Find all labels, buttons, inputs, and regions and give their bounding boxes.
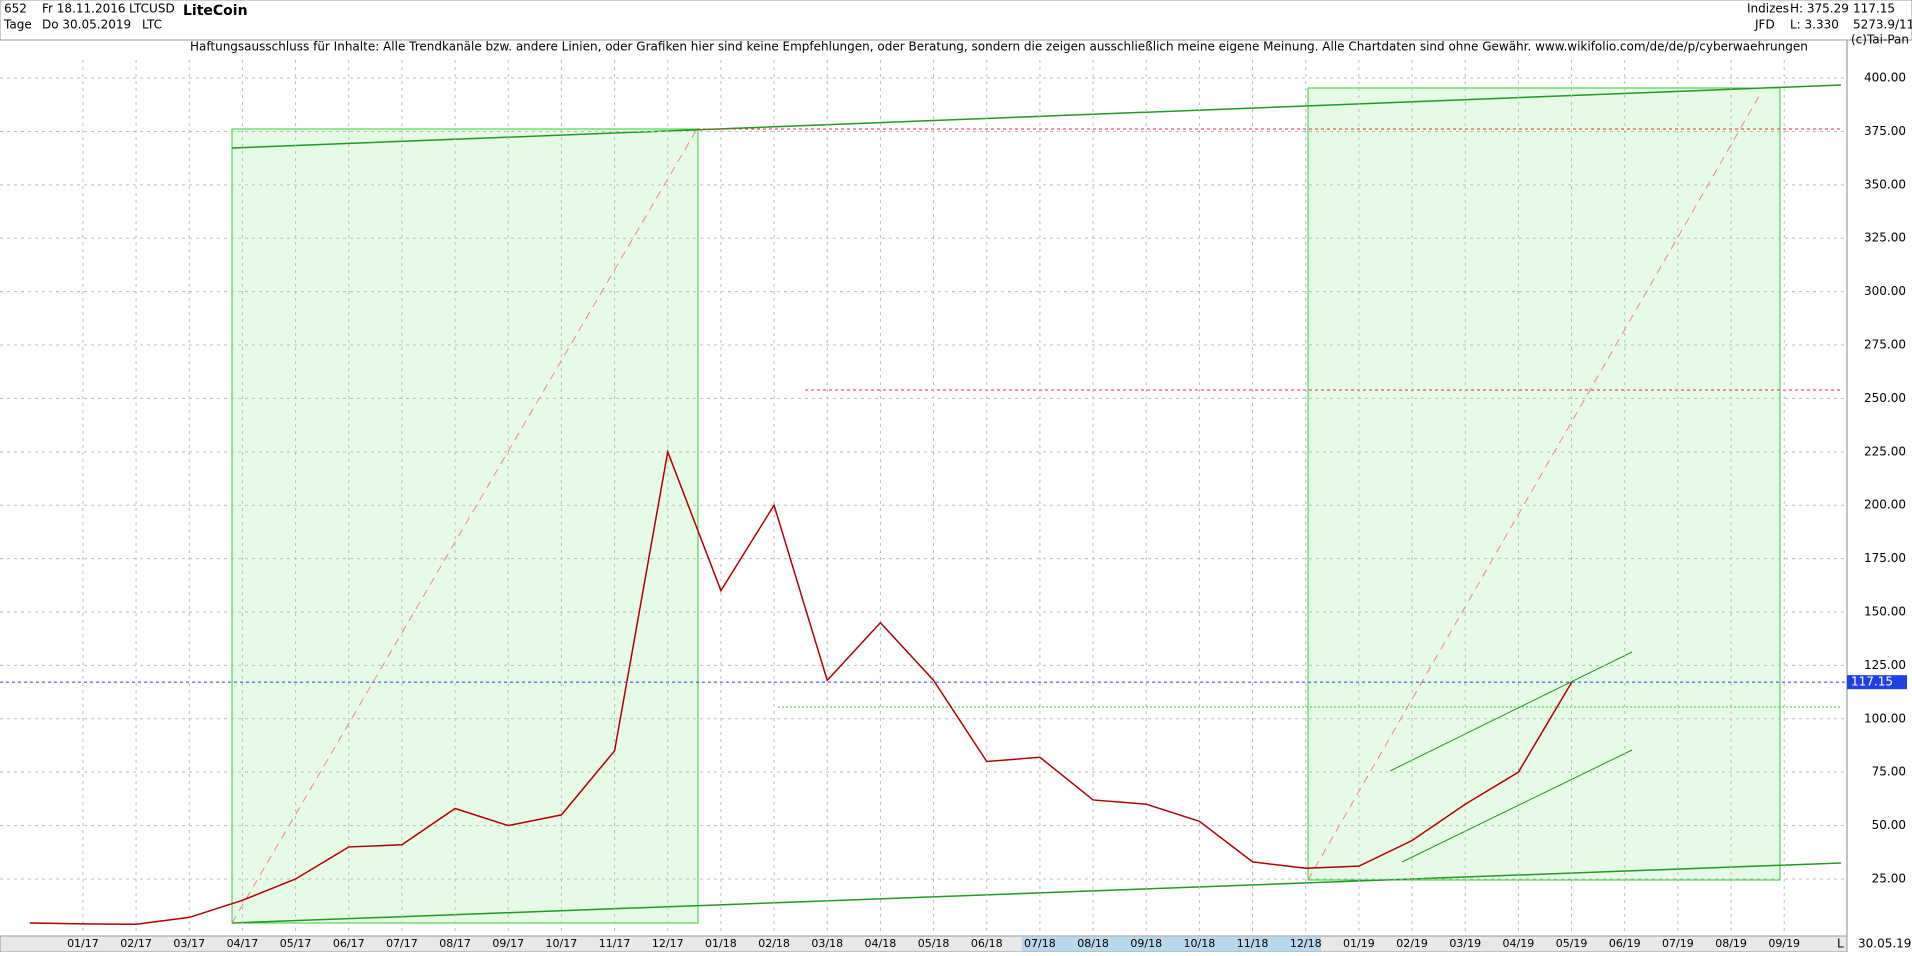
box [1307,87,1781,881]
symbol-short: LTC [142,18,162,32]
source: JFD [1754,18,1775,32]
channel-line [1401,749,1633,863]
trend-line [231,84,1842,149]
x-tick-label: 08/19 [1715,937,1747,950]
y-tick-label: 350.00 [1864,177,1906,191]
y-tick-label: 200.00 [1864,498,1906,512]
last-price-label: 117.15 [1851,675,1893,689]
count[interactable]: 652 [4,2,27,16]
y-tick-label: 175.00 [1864,551,1906,565]
x-tick-label: 04/19 [1503,937,1535,950]
y-tick-label: 250.00 [1864,391,1906,405]
channel-line [1389,651,1633,772]
y-tick-label: 125.00 [1864,658,1906,672]
x-tick-label: 11/18 [1237,937,1269,950]
x-tick-label: 07/19 [1662,937,1694,950]
box [231,128,699,924]
y-tick-label: 50.00 [1872,818,1906,832]
x-tick-label: 11/17 [599,937,631,950]
x-tick-label: 03/18 [811,937,843,950]
x-tick-label: 04/17 [227,937,259,950]
y-tick-label: 275.00 [1864,338,1906,352]
price-line [29,449,1573,926]
x-tick-label: 05/17 [280,937,312,950]
y-tick-label: 325.00 [1864,231,1906,245]
symbol: LTCUSD [129,2,175,16]
x-tick-label: 05/18 [918,937,950,950]
y-tick-label: 150.00 [1864,604,1906,618]
y-tick-label: 375.00 [1864,124,1906,138]
y-tick-label: 25.00 [1872,871,1906,885]
x-tick-label: 09/19 [1768,937,1800,950]
x-tick-label: 05/19 [1556,937,1588,950]
x-tick-label: 02/17 [120,937,152,950]
x-axis-highlight [1022,937,1321,951]
y-tick-label: 300.00 [1864,284,1906,298]
x-tick-label: 03/17 [173,937,205,950]
footer-date: 30.05.19 [1858,937,1911,951]
x-tick-label: 06/17 [333,937,365,950]
x-tick-label: 06/19 [1609,937,1641,950]
high: H: 375.29 [1790,2,1849,16]
y-tick-label: 100.00 [1864,711,1906,725]
y-tick-label: 400.00 [1864,71,1906,85]
x-tick-label: 02/19 [1396,937,1428,950]
copyright: (c)Tai-Pan [1851,33,1909,47]
x-tick-label: 02/18 [758,937,790,950]
group: Indizes [1747,2,1789,16]
trend-line [231,862,1842,924]
chart-title: LiteCoin [183,3,248,19]
start-date: Fr 18.11.2016 [42,2,125,16]
last-price-box [1847,675,1907,690]
x-tick-label: 07/18 [1024,937,1056,950]
disclaimer: Haftungsausschluss für Inhalte: Alle Tre… [190,40,1808,54]
x-tick-label: 04/18 [865,937,897,950]
x-tick-label: 10/18 [1184,937,1216,950]
scale-mode[interactable]: L [1837,937,1844,951]
y-tick-label: 225.00 [1864,444,1906,458]
extra: 5273.9/11 [1853,18,1912,32]
x-tick-label: 09/18 [1130,937,1162,950]
x-tick-label: 12/17 [652,937,684,950]
period[interactable]: Tage [3,18,32,32]
x-tick-label: 10/17 [546,937,578,950]
last: 117.15 [1853,2,1895,16]
diagonal [1307,90,1763,881]
x-tick-label: 03/19 [1449,937,1481,950]
x-tick-label: 07/17 [386,937,418,950]
x-tick-label: 01/18 [705,937,737,950]
low: L: 3.330 [1790,18,1839,32]
toolbar [0,0,1912,41]
x-tick-label: 08/18 [1077,937,1109,950]
x-tick-label: 01/17 [67,937,99,950]
x-tick-label: 12/18 [1290,937,1322,950]
x-tick-label: 08/17 [439,937,471,950]
x-tick-label: 06/18 [971,937,1003,950]
x-tick-label: 01/19 [1343,937,1375,950]
y-tick-label: 75.00 [1872,765,1906,779]
x-tick-label: 09/17 [492,937,524,950]
end-date: Do 30.05.2019 [42,18,131,32]
